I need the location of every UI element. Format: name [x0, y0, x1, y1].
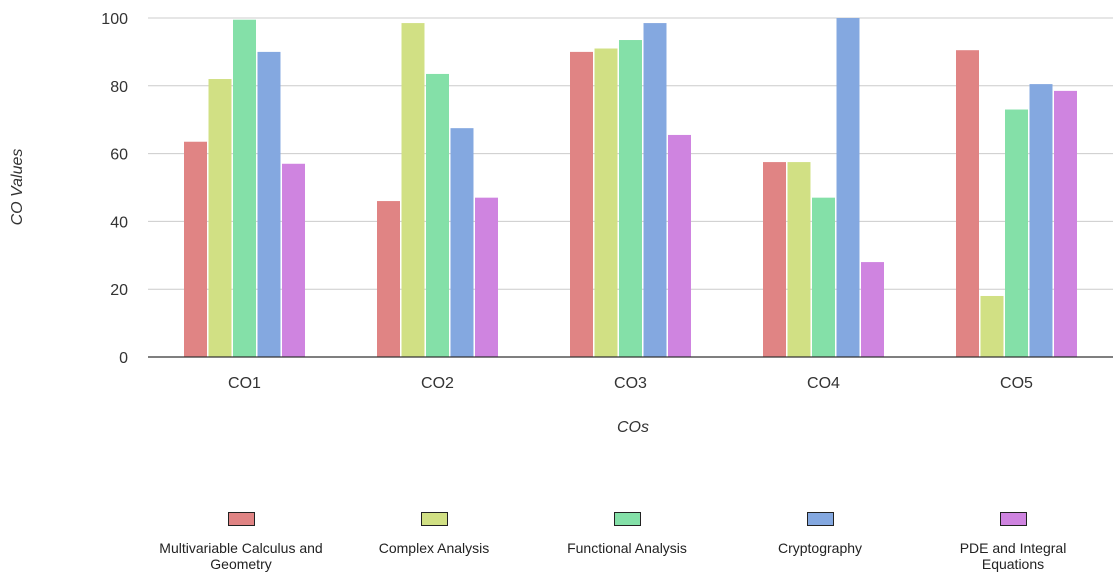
legend-label: PDE and Integral Equations	[959, 540, 1067, 572]
bar	[594, 48, 618, 357]
legend-swatch	[420, 512, 448, 526]
y-tick-label: 100	[101, 11, 128, 28]
x-axis-title: COs	[617, 419, 649, 436]
bar	[763, 162, 786, 357]
bar	[208, 79, 232, 358]
legend-label: Multivariable Calculus and Geometry	[159, 540, 323, 572]
legend-label: Cryptography	[777, 540, 863, 556]
x-tick-label: CO4	[807, 375, 840, 392]
legend-swatch	[999, 512, 1027, 526]
legend-swatch	[806, 512, 834, 526]
x-tick-label: CO2	[421, 375, 454, 392]
y-tick-label: 40	[110, 214, 128, 231]
bar	[619, 40, 642, 357]
bar	[233, 19, 256, 357]
bar	[1005, 109, 1028, 357]
bar	[282, 163, 305, 357]
axes: 0 20 40 60 80 100 CO1 CO2 CO3 CO4 CO5	[101, 11, 1113, 392]
legend-item: Multivariable Calculus and Geometry	[151, 512, 331, 572]
bar	[787, 162, 811, 357]
bar	[1029, 84, 1053, 357]
bar	[812, 197, 835, 357]
bar	[257, 51, 281, 358]
bar	[475, 197, 498, 357]
bar	[668, 134, 691, 357]
bar	[1054, 90, 1077, 357]
bar	[570, 51, 593, 358]
legend-item: PDE and Integral Equations	[923, 512, 1103, 572]
legend: Multivariable Calculus and Geometry Compl…	[0, 512, 1113, 588]
y-axis-title: CO Values	[9, 149, 26, 226]
legend-label: Functional Analysis	[567, 540, 687, 556]
bar	[401, 23, 425, 358]
y-tick-label: 60	[110, 147, 128, 164]
x-tick-label: CO1	[228, 375, 261, 392]
bar	[861, 262, 884, 357]
legend-swatch	[613, 512, 641, 526]
bar	[184, 141, 207, 357]
legend-item: Complex Analysis	[344, 512, 524, 556]
legend-item: Cryptography	[730, 512, 910, 556]
bar	[836, 18, 860, 357]
bars	[184, 18, 1077, 358]
legend-swatch	[227, 512, 255, 526]
bar	[956, 50, 979, 357]
y-tick-label: 80	[110, 79, 128, 96]
legend-label: Complex Analysis	[378, 540, 490, 556]
bar	[426, 73, 449, 357]
bar	[450, 128, 474, 357]
bar	[377, 201, 400, 357]
y-tick-label: 0	[119, 350, 128, 367]
legend-item: Functional Analysis	[537, 512, 717, 556]
bar	[643, 23, 667, 358]
x-tick-label: CO3	[614, 375, 647, 392]
bar	[980, 295, 1004, 357]
x-tick-label: CO5	[1000, 375, 1033, 392]
y-tick-label: 20	[110, 282, 128, 299]
